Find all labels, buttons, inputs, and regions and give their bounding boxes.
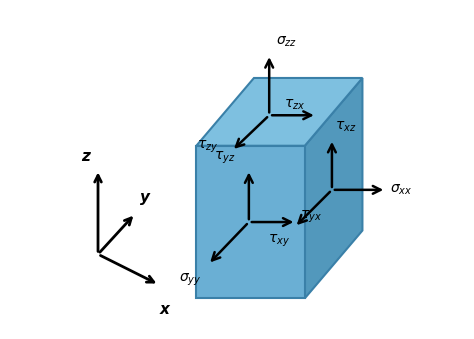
Text: $\tau_{xz}$: $\tau_{xz}$ (335, 120, 357, 134)
Polygon shape (196, 146, 305, 298)
Text: z: z (81, 149, 90, 164)
Text: $\tau_{yz}$: $\tau_{yz}$ (214, 150, 235, 166)
Text: y: y (140, 190, 150, 205)
Text: $\tau_{zx}$: $\tau_{zx}$ (284, 98, 306, 112)
Polygon shape (196, 78, 363, 146)
Text: $\sigma_{zz}$: $\sigma_{zz}$ (276, 35, 297, 49)
Text: x: x (159, 302, 169, 317)
Text: $\tau_{xy}$: $\tau_{xy}$ (267, 232, 290, 248)
Text: $\tau_{yx}$: $\tau_{yx}$ (300, 209, 322, 225)
Text: $\sigma_{xx}$: $\sigma_{xx}$ (390, 183, 412, 197)
Polygon shape (305, 78, 363, 298)
Text: $\sigma_{yy}$: $\sigma_{yy}$ (179, 271, 201, 287)
Text: $\tau_{zy}$: $\tau_{zy}$ (197, 139, 219, 155)
